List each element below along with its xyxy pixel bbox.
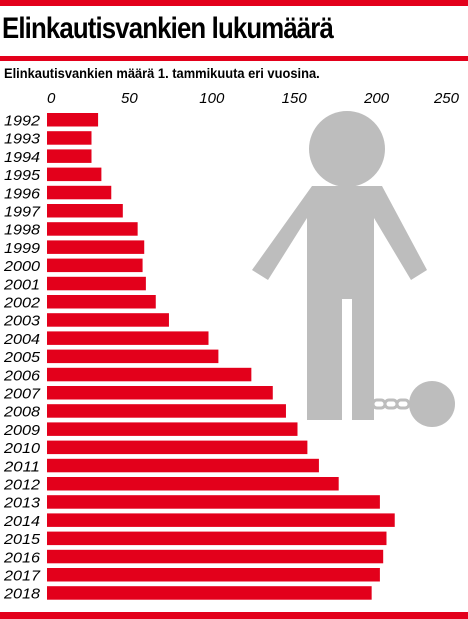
prisoner-head-icon bbox=[309, 111, 385, 187]
bar-2007 bbox=[47, 386, 273, 400]
bar-1996 bbox=[47, 185, 112, 200]
y-category-label: 1993 bbox=[4, 131, 41, 148]
chart-subtitle: Elinkautisvankien määrä 1. tammikuuta er… bbox=[4, 65, 320, 81]
x-tick-label: 250 bbox=[433, 90, 460, 107]
bar-2013 bbox=[47, 495, 380, 509]
bar-2006 bbox=[47, 367, 252, 382]
bar-2009 bbox=[47, 422, 298, 436]
x-tick-label: 100 bbox=[199, 90, 225, 107]
x-tick-label: 200 bbox=[363, 90, 390, 107]
y-category-label: 1998 bbox=[4, 222, 41, 239]
y-category-label: 2003 bbox=[3, 313, 41, 330]
bar-1994 bbox=[47, 149, 92, 163]
page-title: Elinkautisvankien lukumäärä bbox=[2, 12, 334, 45]
bar-2011 bbox=[47, 458, 319, 473]
bar-1998 bbox=[47, 222, 138, 236]
prisoner-with-ball-and-chain-icon bbox=[252, 111, 455, 427]
y-category-label: 2015 bbox=[3, 531, 41, 548]
bar-2014 bbox=[47, 513, 395, 527]
bar-2012 bbox=[47, 477, 339, 491]
y-category-label: 2008 bbox=[3, 404, 41, 421]
y-category-label: 2006 bbox=[3, 367, 41, 384]
x-tick-label: 50 bbox=[121, 90, 138, 107]
bar-1997 bbox=[47, 204, 123, 218]
bar-2018 bbox=[47, 586, 372, 600]
ball-icon bbox=[409, 381, 455, 427]
y-category-label: 2005 bbox=[3, 349, 41, 366]
y-category-label: 2014 bbox=[3, 513, 40, 530]
y-category-label: 2012 bbox=[3, 477, 41, 494]
bar-2001 bbox=[47, 276, 146, 291]
y-category-label: 2001 bbox=[3, 276, 40, 293]
y-category-label: 1996 bbox=[4, 185, 41, 202]
y-category-label: 2016 bbox=[3, 549, 41, 566]
x-tick-label: 0 bbox=[47, 90, 56, 107]
bar-1999 bbox=[47, 240, 145, 254]
y-category-label: 2009 bbox=[3, 422, 41, 439]
x-tick-label: 150 bbox=[282, 90, 308, 107]
y-category-label: 1995 bbox=[4, 167, 41, 184]
bar-2017 bbox=[47, 568, 380, 582]
bar-2002 bbox=[47, 295, 156, 309]
bar-1993 bbox=[47, 131, 92, 145]
y-category-label: 2000 bbox=[3, 258, 41, 275]
bar-1995 bbox=[47, 167, 102, 182]
y-category-label: 1997 bbox=[4, 204, 41, 221]
y-category-label: 2007 bbox=[3, 386, 41, 403]
bar-2003 bbox=[47, 313, 169, 327]
y-category-label: 2010 bbox=[3, 440, 41, 457]
bar-2010 bbox=[47, 440, 308, 455]
y-category-label: 2011 bbox=[3, 458, 40, 475]
y-category-label: 2017 bbox=[3, 568, 41, 585]
bar-2015 bbox=[47, 531, 387, 546]
bar-2004 bbox=[47, 331, 209, 345]
bar-2005 bbox=[47, 349, 219, 364]
y-category-label: 2004 bbox=[3, 331, 40, 348]
y-category-label: 2018 bbox=[3, 586, 41, 603]
bar-2008 bbox=[47, 404, 286, 418]
bottom-accent-bar bbox=[0, 612, 468, 619]
top-accent-bar bbox=[0, 0, 468, 6]
bar-1992 bbox=[47, 113, 99, 127]
title-rule bbox=[0, 56, 468, 61]
chain-icon bbox=[371, 398, 411, 410]
y-category-label: 1999 bbox=[4, 240, 41, 257]
prisoner-body-icon bbox=[252, 186, 427, 420]
y-category-label: 1992 bbox=[4, 113, 41, 130]
y-category-label: 1994 bbox=[4, 149, 40, 166]
y-category-label: 2002 bbox=[3, 295, 41, 312]
y-category-label: 2013 bbox=[3, 495, 41, 512]
bar-2016 bbox=[47, 549, 384, 564]
bar-2000 bbox=[47, 258, 143, 273]
